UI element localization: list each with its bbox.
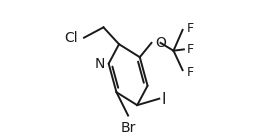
Text: I: I <box>162 92 166 108</box>
Text: F: F <box>186 22 194 35</box>
Text: N: N <box>95 57 105 71</box>
Text: O: O <box>155 36 166 50</box>
Text: Br: Br <box>120 121 136 135</box>
Text: Cl: Cl <box>64 31 78 45</box>
Text: F: F <box>186 66 194 79</box>
Text: F: F <box>186 43 194 56</box>
